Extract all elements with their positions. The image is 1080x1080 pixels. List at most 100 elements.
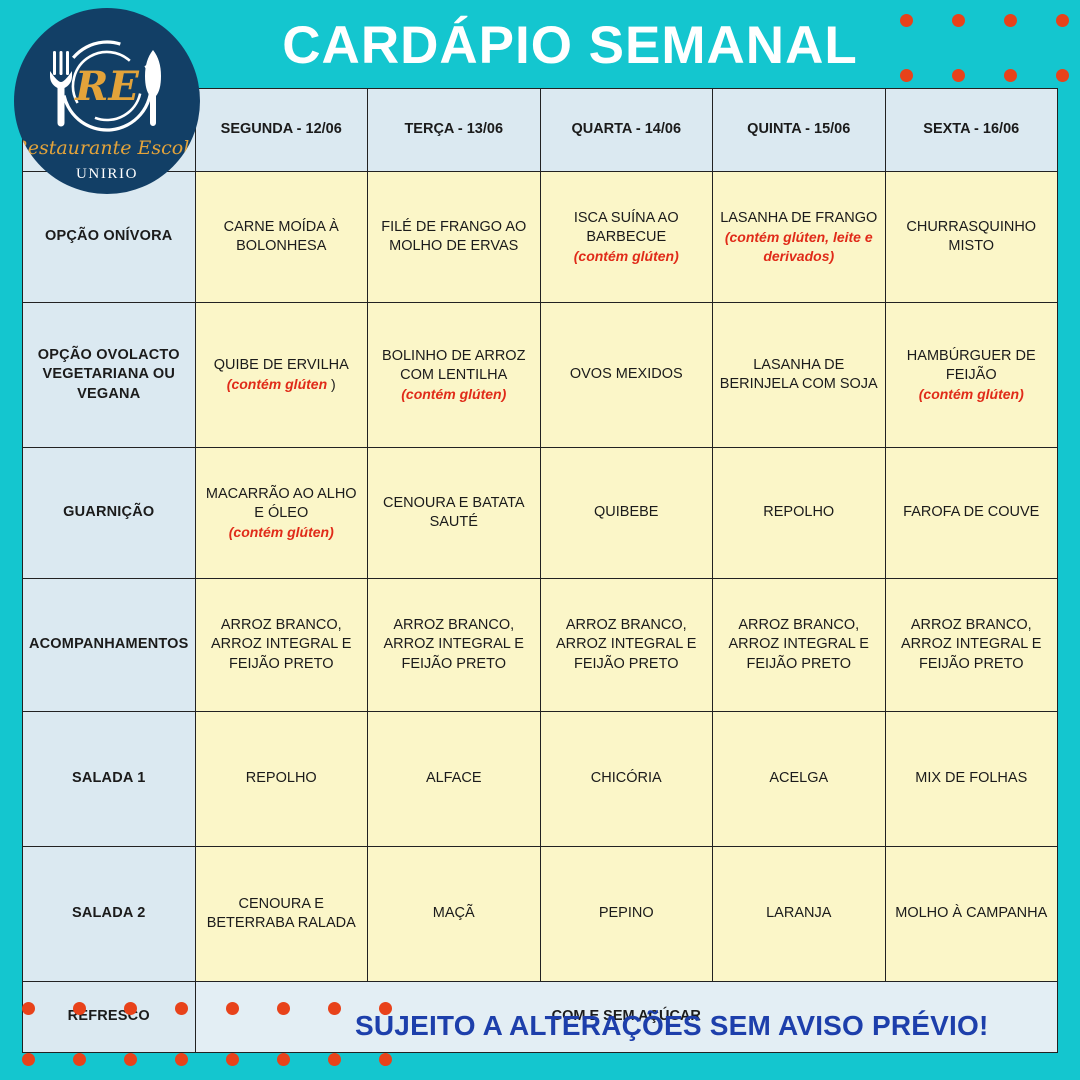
menu-item-text: CENOURA E BATATA SAUTÉ <box>382 494 525 530</box>
table-row: OPÇÃO ONÍVORA CARNE MOÍDA À BOLONHESA FILÉ… <box>22 171 1058 303</box>
table-row: SALADA 1 REPOLHO ALFACE CHICÓRIA ACELGA MIX D… <box>22 711 1058 847</box>
menu-item-text: HAMBÚRGUER DE FEIJÃO <box>906 347 1036 383</box>
menu-item-text: BOLINHO DE ARROZ COM LENTILHA <box>382 347 526 383</box>
allergen-warning: (contém glúten) <box>573 247 679 264</box>
decorative-dot <box>226 1053 239 1066</box>
decorative-dot <box>175 1002 188 1015</box>
decorative-dot <box>379 1002 392 1015</box>
menu-item-text: REPOLHO <box>245 770 317 787</box>
allergen-warning: (contém glúten, leite e derivados) <box>724 229 873 264</box>
decorative-dot <box>277 1053 290 1066</box>
column-header-day-2: TERÇA - 13/06 <box>367 88 541 172</box>
weekly-menu-table: SEGUNDA - 12/06 TERÇA - 13/06 QUARTA - 14/… <box>22 88 1058 1053</box>
column-header-day-3: QUARTA - 14/06 <box>539 88 713 172</box>
row-header-label: GUARNIÇÃO <box>22 447 196 579</box>
menu-cell: LASANHA DE FRANGO (contém glúten, leite e… <box>712 171 886 303</box>
menu-cell: HAMBÚRGUER DE FEIJÃO (contém glúten) <box>884 302 1058 448</box>
allergen-warning: (contém glúten) <box>228 523 334 540</box>
menu-cell: OVOS MEXIDOS <box>539 302 713 448</box>
menu-cell: QUIBE DE ERVILHA (contém glúten ) <box>194 302 368 448</box>
menu-cell: PEPINO <box>539 846 713 982</box>
decorative-dots-bottom-left <box>22 1002 392 1066</box>
menu-item-text: ALFACE <box>425 770 482 787</box>
decorative-dot <box>124 1002 137 1015</box>
menu-item-text: ARROZ BRANCO, ARROZ INTEGRAL E FEIJÃO PR… <box>383 617 524 672</box>
menu-item-text: MOLHO À CAMPANHA <box>895 905 1048 922</box>
decorative-dot <box>952 69 965 82</box>
menu-cell: ARROZ BRANCO, ARROZ INTEGRAL E FEIJÃO PR… <box>712 578 886 712</box>
menu-cell: FILÉ DE FRANGO AO MOLHO DE ERVAS <box>367 171 541 303</box>
menu-cell: ALFACE <box>367 711 541 847</box>
menu-item-text: ARROZ BRANCO, ARROZ INTEGRAL E FEIJÃO PR… <box>728 617 869 672</box>
logo-name: Restaurante Escola <box>14 137 200 159</box>
menu-item-text: ARROZ BRANCO, ARROZ INTEGRAL E FEIJÃO PR… <box>556 617 697 672</box>
allergen-warning: (contém glúten ) <box>226 376 336 393</box>
table-row: ACOMPANHAMENTOS ARROZ BRANCO, ARROZ INTEG… <box>22 578 1058 712</box>
menu-cell: CARNE MOÍDA À BOLONHESA <box>194 171 368 303</box>
menu-item-text: ARROZ BRANCO, ARROZ INTEGRAL E FEIJÃO PR… <box>901 617 1042 672</box>
menu-cell: ARROZ BRANCO, ARROZ INTEGRAL E FEIJÃO PR… <box>539 578 713 712</box>
allergen-warning-tail: ) <box>327 376 336 393</box>
menu-item-text: LARANJA <box>766 905 832 922</box>
fork-icon <box>50 51 72 127</box>
refresco-value: COM E SEM AÇÚCAR <box>194 981 1058 1053</box>
decorative-dot <box>900 14 913 27</box>
menu-item-text: LASANHA DE FRANGO <box>720 209 878 226</box>
menu-cell: REPOLHO <box>194 711 368 847</box>
decorative-dot <box>1056 69 1069 82</box>
table-row: SALADA 2 CENOURA E BETERRABA RALADA MAÇÃ PE… <box>22 846 1058 982</box>
decorative-dot <box>1004 14 1017 27</box>
menu-item-text: ARROZ BRANCO, ARROZ INTEGRAL E FEIJÃO PR… <box>211 617 352 672</box>
menu-item-text: FILÉ DE FRANGO AO MOLHO DE ERVAS <box>381 218 527 254</box>
menu-item-text: QUIBEBE <box>594 504 659 521</box>
menu-item-text: CARNE MOÍDA À BOLONHESA <box>223 218 339 254</box>
menu-cell: QUIBEBE <box>539 447 713 579</box>
menu-cell: REPOLHO <box>712 447 886 579</box>
menu-item-text: REPOLHO <box>763 504 835 521</box>
logo-institution: UNIRIO <box>76 166 138 182</box>
decorative-dot <box>22 1053 35 1066</box>
menu-item-text: ACELGA <box>769 770 829 787</box>
menu-cell: MIX DE FOLHAS <box>884 711 1058 847</box>
menu-item-text: MACARRÃO AO ALHO E ÓLEO <box>205 485 357 521</box>
decorative-dots-top-right <box>900 14 1069 82</box>
table-row-refresco: REFRESCO COM E SEM AÇÚCAR <box>22 981 1058 1053</box>
row-header-label: ACOMPANHAMENTOS <box>22 578 196 712</box>
table-row: GUARNIÇÃO MACARRÃO AO ALHO E ÓLEO (contém … <box>22 447 1058 579</box>
allergen-warning: (contém glúten) <box>401 385 507 402</box>
decorative-dot <box>175 1053 188 1066</box>
menu-cell: BOLINHO DE ARROZ COM LENTILHA (contém glú… <box>367 302 541 448</box>
menu-cell: CHURRASQUINHO MISTO <box>884 171 1058 303</box>
decorative-dot <box>1004 69 1017 82</box>
column-header-day-1: SEGUNDA - 12/06 <box>194 88 368 172</box>
menu-cell: ARROZ BRANCO, ARROZ INTEGRAL E FEIJÃO PR… <box>884 578 1058 712</box>
menu-item-text: LASANHA DE BERINJELA COM SOJA <box>719 356 878 392</box>
menu-item-text: PEPINO <box>598 905 654 922</box>
menu-item-text: OVOS MEXIDOS <box>569 366 683 383</box>
knife-icon <box>145 50 161 126</box>
menu-cell: CENOURA E BATATA SAUTÉ <box>367 447 541 579</box>
menu-item-text: FAROFA DE COUVE <box>903 504 1040 521</box>
menu-item-text: MIX DE FOLHAS <box>915 770 1028 787</box>
menu-cell: CENOURA E BETERRABA RALADA <box>194 846 368 982</box>
menu-item-text: MAÇÃ <box>432 905 475 922</box>
decorative-dot <box>226 1002 239 1015</box>
table-row: OPÇÃO OVOLACTO VEGETARIANA OU VEGANA QUIB… <box>22 302 1058 448</box>
decorative-dot <box>900 69 913 82</box>
logo-initials: RE <box>74 63 139 110</box>
column-header-day-4: QUINTA - 15/06 <box>712 88 886 172</box>
menu-cell: FAROFA DE COUVE <box>884 447 1058 579</box>
menu-cell: ISCA SUÍNA AO BARBECUE (contém glúten) <box>539 171 713 303</box>
column-header-day-5: SEXTA - 16/06 <box>884 88 1058 172</box>
logo-artwork: RE Restaurante Escola UNIRIO <box>14 40 200 182</box>
decorative-dot <box>73 1002 86 1015</box>
menu-cell: CHICÓRIA <box>539 711 713 847</box>
menu-item-text: CHURRASQUINHO MISTO <box>906 218 1037 254</box>
decorative-dot <box>1056 14 1069 27</box>
row-header-label: OPÇÃO OVOLACTO VEGETARIANA OU VEGANA <box>22 302 196 448</box>
menu-cell: ACELGA <box>712 711 886 847</box>
menu-cell: ARROZ BRANCO, ARROZ INTEGRAL E FEIJÃO PR… <box>194 578 368 712</box>
row-header-label: SALADA 1 <box>22 711 196 847</box>
decorative-dot <box>328 1053 341 1066</box>
decorative-dot <box>73 1053 86 1066</box>
